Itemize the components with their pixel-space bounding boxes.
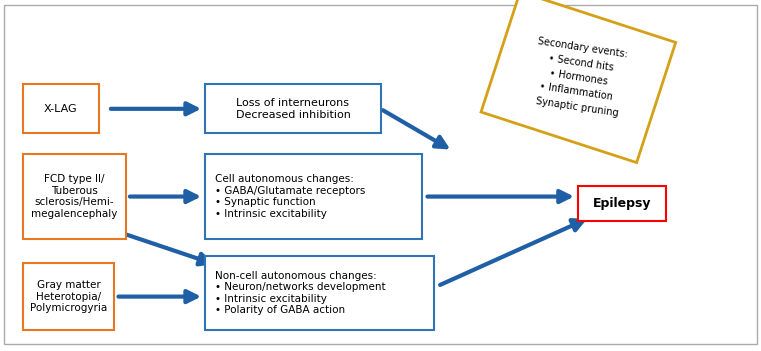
Text: Epilepsy: Epilepsy (593, 197, 651, 210)
FancyBboxPatch shape (23, 154, 126, 239)
FancyBboxPatch shape (578, 186, 666, 221)
Text: Non-cell autonomous changes:
• Neuron/networks development
• Intrinsic excitabil: Non-cell autonomous changes: • Neuron/ne… (215, 271, 385, 316)
Text: FCD type II/
Tuberous
sclerosis/Hemi-
megalencephaly: FCD type II/ Tuberous sclerosis/Hemi- me… (31, 174, 117, 219)
FancyBboxPatch shape (205, 84, 380, 133)
Text: Secondary events:
• Second hits
• Hormones
• Inflammation
  Synaptic pruning: Secondary events: • Second hits • Hormon… (528, 36, 629, 118)
Text: Loss of interneurons
Decreased inhibition: Loss of interneurons Decreased inhibitio… (236, 98, 350, 120)
Text: X-LAG: X-LAG (44, 104, 78, 114)
FancyBboxPatch shape (23, 84, 99, 133)
Text: Cell autonomous changes:
• GABA/Glutamate receptors
• Synaptic function
• Intrin: Cell autonomous changes: • GABA/Glutamat… (215, 174, 365, 219)
Polygon shape (481, 0, 676, 163)
FancyBboxPatch shape (205, 256, 434, 330)
FancyBboxPatch shape (23, 263, 114, 330)
FancyBboxPatch shape (205, 154, 422, 239)
Text: Gray matter
Heterotopia/
Polymicrogyria: Gray matter Heterotopia/ Polymicrogyria (30, 280, 107, 313)
